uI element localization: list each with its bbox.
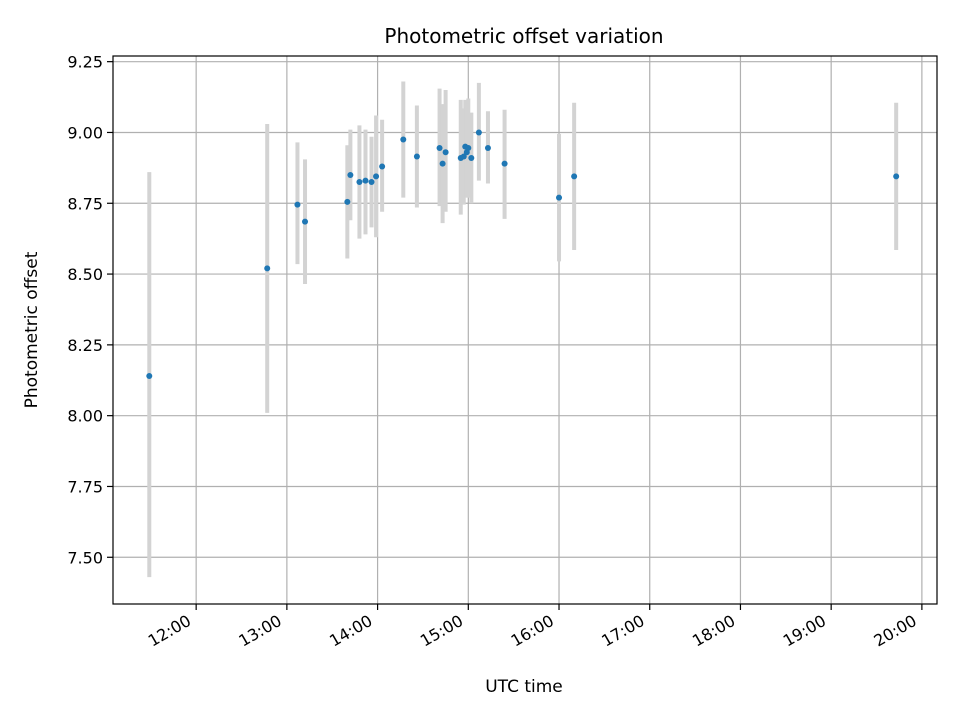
y-tick-label: 8.75 xyxy=(67,194,103,213)
data-point xyxy=(400,136,407,143)
data-point xyxy=(893,173,900,180)
data-point xyxy=(368,179,375,186)
data-point xyxy=(501,160,508,167)
y-tick-label: 8.00 xyxy=(67,407,103,426)
data-point xyxy=(465,145,472,152)
data-point xyxy=(413,153,420,160)
data-point xyxy=(460,153,467,160)
data-point xyxy=(373,173,380,180)
data-point xyxy=(294,201,301,208)
data-point xyxy=(302,218,309,225)
y-tick-label: 9.00 xyxy=(67,123,103,142)
y-tick-label: 9.25 xyxy=(67,53,103,72)
y-tick-label: 7.75 xyxy=(67,477,103,496)
data-point xyxy=(146,373,153,380)
y-axis-ticks: 7.50 7.75 8.00 8.25 8.50 8.75 9.00 9.25 xyxy=(67,53,113,567)
y-tick-label: 8.50 xyxy=(67,265,103,284)
data-point xyxy=(264,265,271,272)
data-point xyxy=(556,194,563,201)
data-point xyxy=(475,129,482,136)
data-points xyxy=(146,129,900,380)
data-point xyxy=(362,177,369,184)
y-axis-title: Photometric offset xyxy=(22,251,42,408)
chart-title: Photometric offset variation xyxy=(384,24,663,48)
plot-frame xyxy=(112,55,938,605)
y-tick-label: 8.25 xyxy=(67,336,103,355)
data-point xyxy=(571,173,578,180)
data-point xyxy=(344,198,351,205)
data-point xyxy=(468,154,475,161)
data-point xyxy=(442,149,449,156)
data-point xyxy=(439,160,446,167)
data-point xyxy=(356,179,363,186)
data-point xyxy=(347,171,354,178)
data-point xyxy=(436,145,443,152)
y-tick-label: 7.50 xyxy=(67,548,103,567)
x-axis-title: UTC time xyxy=(485,677,563,697)
data-point xyxy=(484,145,491,152)
data-point xyxy=(379,163,386,170)
